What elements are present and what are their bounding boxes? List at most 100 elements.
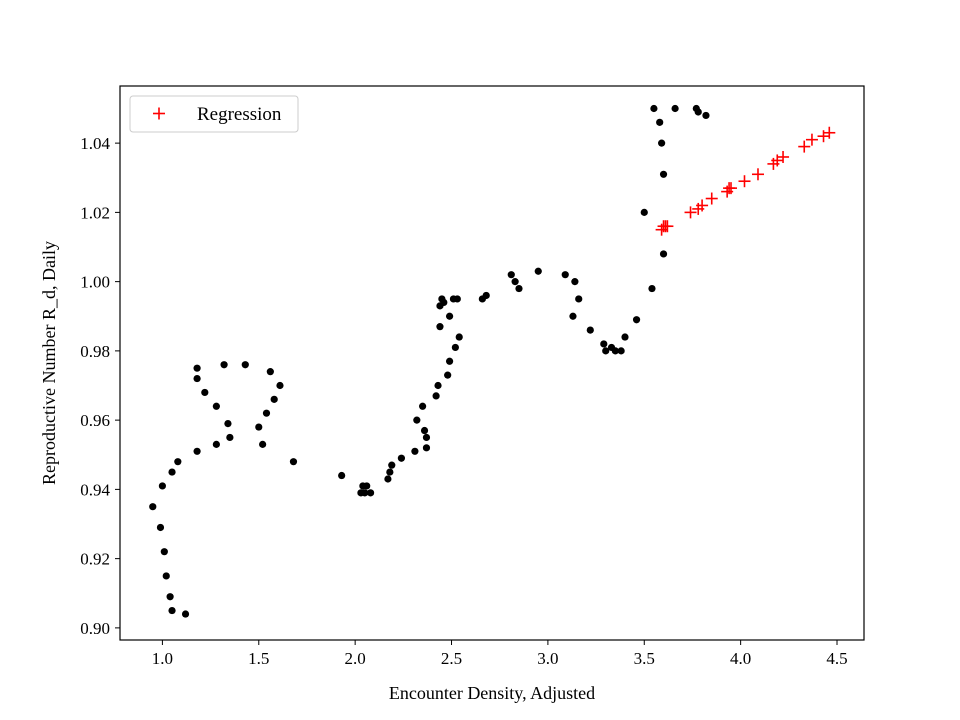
data-point [648, 284, 656, 293]
y-tick-label: 1.04 [80, 134, 110, 153]
data-point [482, 291, 490, 300]
x-tick-label: 1.0 [152, 649, 173, 668]
data-point [650, 104, 658, 113]
data-point [432, 392, 440, 400]
data-point [162, 572, 170, 580]
legend-marker-regression [153, 107, 165, 120]
data-point [561, 271, 569, 279]
x-tick-label: 2.5 [441, 649, 462, 668]
data-point [266, 368, 274, 376]
data-point [671, 104, 679, 113]
regression-point [823, 126, 836, 139]
data-point [632, 316, 641, 324]
legend-frame [129, 95, 299, 133]
data-point [515, 284, 523, 293]
data-point [611, 347, 619, 355]
data-point [694, 108, 702, 116]
data-point [224, 419, 232, 428]
data-point [361, 489, 369, 497]
data-point [212, 440, 220, 448]
regression-point [684, 206, 697, 219]
data-point [386, 468, 394, 476]
plot-marks [149, 104, 836, 618]
data-point [617, 347, 625, 355]
y-tick-label: 0.90 [80, 619, 110, 638]
data-point [586, 326, 594, 334]
data-point [289, 458, 298, 466]
data-point [658, 139, 666, 147]
data-point [511, 278, 519, 286]
data-point [602, 347, 610, 355]
data-point [445, 357, 454, 365]
legend: Regression [129, 95, 299, 133]
y-tick-label: 1.00 [80, 273, 110, 292]
data-point [168, 468, 176, 476]
data-point [571, 278, 579, 286]
y-tick-label: 0.96 [80, 411, 110, 430]
data-point [384, 475, 392, 483]
x-tick-label: 3.0 [537, 649, 558, 668]
y-axis-label: Reproductive Number R_d, Daily [39, 241, 59, 485]
y-tick-label: 0.94 [80, 480, 110, 499]
data-point [181, 610, 190, 618]
data-point [158, 482, 167, 490]
data-point [160, 548, 168, 556]
data-point [411, 447, 419, 455]
x-tick-label: 1.5 [248, 649, 269, 668]
y-axis-ticks: 0.90 0.92 0.94 0.96 0.98 1.00 1.02 1.04 [80, 134, 120, 638]
legend-label-regression: Regression [197, 104, 282, 125]
data-point [436, 323, 444, 331]
x-axis-label: Encounter Density, Adjusted [389, 683, 595, 703]
regression-point [798, 140, 811, 153]
regression-point [705, 192, 718, 205]
data-point [702, 111, 710, 120]
data-point [444, 371, 452, 379]
x-tick-label: 2.0 [345, 649, 366, 668]
regression-point [777, 150, 790, 163]
data-point [338, 471, 346, 480]
data-point [534, 267, 542, 275]
data-point [276, 381, 284, 390]
data-point [640, 208, 648, 216]
data-point [366, 489, 375, 497]
data-point [451, 343, 459, 352]
data-point [193, 364, 201, 372]
data-point [659, 250, 668, 258]
data-point [270, 395, 278, 403]
data-point [419, 402, 427, 410]
data-point [507, 271, 515, 279]
x-axis-ticks: 1.0 1.5 2.0 2.5 3.0 3.5 4.0 4.5 [152, 640, 848, 668]
data-point [220, 361, 228, 369]
data-point [259, 440, 267, 448]
regression-point [725, 182, 738, 195]
data-point [193, 447, 201, 455]
data-point [397, 454, 406, 462]
data-point [262, 409, 271, 417]
data-point [455, 333, 463, 341]
data-point [440, 298, 448, 307]
data-point [434, 381, 442, 390]
data-point [621, 333, 629, 341]
x-tick-label: 4.5 [826, 649, 847, 668]
data-point [600, 340, 608, 348]
y-tick-label: 0.92 [80, 550, 110, 569]
data-point [212, 402, 220, 410]
data-point [575, 295, 583, 303]
y-tick-label: 0.98 [80, 342, 110, 361]
data-point [413, 416, 421, 424]
data-point [149, 503, 157, 511]
data-point [445, 312, 454, 320]
data-point [166, 593, 174, 601]
data-point [255, 423, 263, 431]
data-point [201, 388, 209, 397]
x-tick-label: 3.5 [634, 649, 655, 668]
y-tick-label: 1.02 [80, 203, 110, 222]
data-point [388, 461, 396, 469]
data-point [656, 118, 664, 126]
regression-point [661, 220, 674, 233]
data-point [453, 295, 461, 303]
data-point [659, 170, 668, 178]
regression-point [751, 168, 764, 181]
data-point [226, 433, 234, 442]
